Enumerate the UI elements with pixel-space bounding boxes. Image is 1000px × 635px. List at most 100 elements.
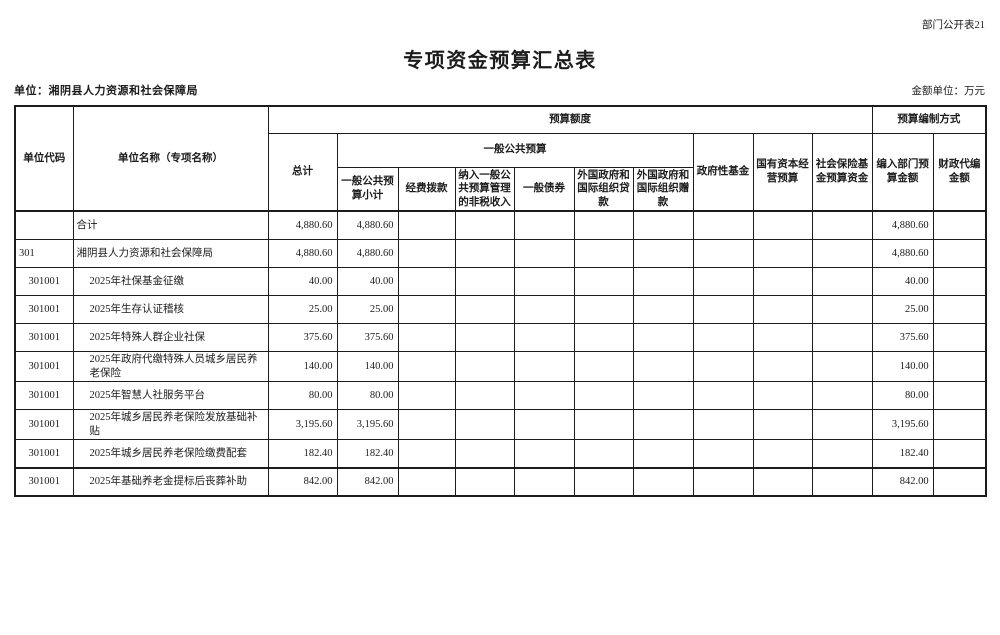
value-cell-dept-amount: 25.00 [871, 294, 934, 324]
unit-code-cell: 301001 [14, 439, 74, 469]
value-cell-total: 40.00 [267, 266, 338, 296]
value-cell-non-tax [454, 294, 515, 324]
page-title: 专项资金预算汇总表 [403, 50, 597, 72]
unit-name-cell: 2025年社保基金征缴 [72, 266, 269, 296]
unit-code-cell: 301001 [14, 294, 74, 324]
value-cell-funding [397, 381, 456, 411]
unit-name-cell: 湘阴县人力资源和社会保障局 [72, 238, 269, 268]
value-cell-gov-fund [692, 409, 754, 441]
header-funding: 经费拨款 [397, 166, 456, 212]
header-gpb-subtotal: 一般公共预算小计 [336, 166, 399, 212]
table-row: 301 湘阴县人力资源和社会保障局 4,880.60 4,880.60 4,880.60 [14, 238, 987, 268]
value-cell-gov-fund [692, 466, 754, 497]
value-cell-total: 140.00 [267, 350, 338, 383]
unit-name-cell: 2025年生存认证稽核 [72, 294, 269, 324]
value-cell-non-tax [454, 238, 515, 268]
value-cell-fiscal-amount [932, 381, 987, 411]
value-cell-loans [573, 350, 634, 383]
value-cell-grants [632, 439, 694, 469]
header-row-3: 一般公共预算小计 经费拨款 纳入一般公共预算管理的非税收入 一般债券 外国政府和… [15, 166, 986, 212]
value-cell-state-capital [752, 381, 813, 411]
header-dept-amount: 编入部门预算金额 [871, 132, 934, 212]
value-cell-funding [397, 350, 456, 383]
value-cell-bonds [513, 210, 575, 240]
table-header: 单位代码 单位名称（专项名称） 预算额度 预算编制方式 总计 一般公共预算 政府… [14, 105, 987, 212]
unit-name-cell: 2025年基础养老金提标后丧葬补助 [72, 466, 269, 497]
value-cell-funding [397, 409, 456, 441]
header-unit-name: 单位名称（专项名称） [72, 105, 269, 212]
value-cell-loans [573, 238, 634, 268]
value-cell-fiscal-amount [932, 409, 987, 441]
value-cell-grants [632, 322, 694, 352]
value-cell-loans [573, 266, 634, 296]
value-cell-gov-fund [692, 350, 754, 383]
header-total: 总计 [267, 132, 338, 212]
value-cell-state-capital [752, 466, 813, 497]
table-row: 301001 2025年城乡居民养老保险缴费配套 182.40 182.40 182.4… [14, 439, 987, 469]
corner-sheet-label: 部门公开表21 [922, 20, 985, 31]
value-cell-state-capital [752, 210, 813, 240]
value-cell-fiscal-amount [932, 238, 987, 268]
value-cell-gpb-subtotal: 40.00 [336, 266, 399, 296]
value-cell-grants [632, 238, 694, 268]
value-cell-gpb-subtotal: 375.60 [336, 322, 399, 352]
header-general-public-budget: 一般公共预算 [336, 132, 694, 168]
value-cell-social-insurance [811, 350, 873, 383]
value-cell-gpb-subtotal: 25.00 [336, 294, 399, 324]
value-cell-fiscal-amount [932, 322, 987, 352]
unit-code-cell: 301001 [14, 409, 74, 441]
value-cell-funding [397, 294, 456, 324]
value-cell-social-insurance [811, 409, 873, 441]
value-cell-loans [573, 294, 634, 324]
value-cell-state-capital [752, 350, 813, 383]
value-cell-loans [573, 409, 634, 441]
unit-code-cell [14, 210, 74, 240]
table-row: 301001 2025年城乡居民养老保险发放基础补贴 3,195.60 3,195.6… [14, 409, 987, 441]
value-cell-non-tax [454, 210, 515, 240]
value-cell-state-capital [752, 266, 813, 296]
value-cell-funding [397, 466, 456, 497]
table-row: 301001 2025年政府代缴特殊人员城乡居民养老保险 140.00 140.00 1… [14, 350, 987, 383]
unit-name-cell: 合计 [72, 210, 269, 240]
value-cell-non-tax [454, 409, 515, 441]
value-cell-non-tax [454, 466, 515, 497]
unit-code-cell: 301001 [14, 322, 74, 352]
value-cell-gov-fund [692, 294, 754, 324]
value-cell-bonds [513, 266, 575, 296]
value-cell-loans [573, 439, 634, 469]
value-cell-total: 375.60 [267, 322, 338, 352]
value-cell-bonds [513, 466, 575, 497]
header-budget-method: 预算编制方式 [871, 105, 987, 134]
table-row: 301001 2025年基础养老金提标后丧葬补助 842.00 842.00 842.0… [14, 466, 987, 497]
value-cell-grants [632, 210, 694, 240]
value-cell-non-tax [454, 439, 515, 469]
value-cell-state-capital [752, 238, 813, 268]
value-cell-funding [397, 439, 456, 469]
value-cell-dept-amount: 4,880.60 [871, 238, 934, 268]
value-cell-social-insurance [811, 238, 873, 268]
value-cell-loans [573, 210, 634, 240]
value-cell-dept-amount: 842.00 [871, 466, 934, 497]
value-cell-social-insurance [811, 381, 873, 411]
value-cell-dept-amount: 40.00 [871, 266, 934, 296]
value-cell-gov-fund [692, 266, 754, 296]
value-cell-total: 182.40 [267, 439, 338, 469]
table-row: 301001 2025年社保基金征缴 40.00 40.00 40.00 [14, 266, 987, 296]
value-cell-dept-amount: 4,880.60 [871, 210, 934, 240]
value-cell-state-capital [752, 409, 813, 441]
value-cell-funding [397, 322, 456, 352]
value-cell-fiscal-amount [932, 210, 987, 240]
value-cell-total: 842.00 [267, 466, 338, 497]
unit-name-cell: 2025年智慧人社服务平台 [72, 381, 269, 411]
value-cell-total: 80.00 [267, 381, 338, 411]
meta-row: 单位：湘阴县人力资源和社会保障局 金额单位：万元 [14, 82, 985, 98]
unit-code-cell: 301001 [14, 266, 74, 296]
value-cell-non-tax [454, 322, 515, 352]
value-cell-grants [632, 466, 694, 497]
value-cell-bonds [513, 350, 575, 383]
value-cell-gpb-subtotal: 4,880.60 [336, 210, 399, 240]
value-cell-bonds [513, 238, 575, 268]
value-cell-total: 4,880.60 [267, 210, 338, 240]
value-cell-loans [573, 322, 634, 352]
